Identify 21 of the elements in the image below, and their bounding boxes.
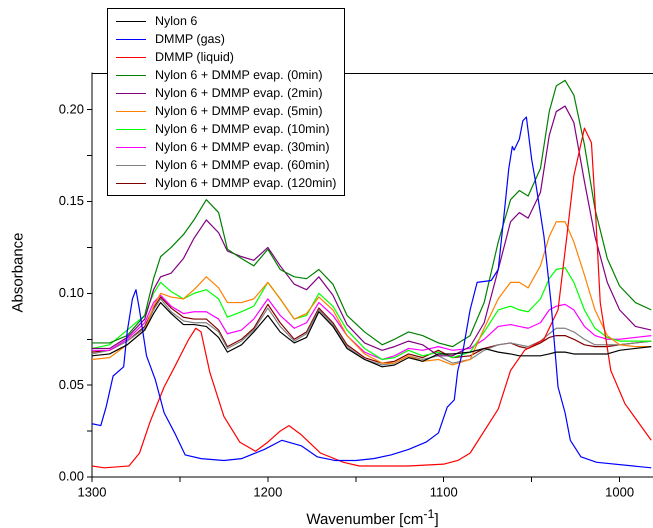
- x-tick-label: 1200: [253, 484, 282, 500]
- x-axis-title: Wavenumber [cm$^{-1}$]: [305, 507, 440, 528]
- y-tick-label: 0.00: [58, 468, 84, 484]
- y-tick-label: 0.15: [58, 193, 84, 208]
- y-tick-label: 0.20: [58, 101, 84, 116]
- y-tick-label: 0.10: [58, 284, 84, 300]
- legend-label: Nylon 6 + DMMP evap. (60min): [155, 157, 330, 174]
- legend-label: Nylon 6 + DMMP evap. (120min): [155, 175, 336, 192]
- legend-label: Nylon 6: [155, 13, 198, 30]
- legend-label: DMMP (liquid): [155, 49, 234, 66]
- legend-label: Nylon 6 + DMMP evap. (10min): [155, 121, 330, 138]
- legend-label: Nylon 6 + DMMP evap. (0min): [155, 67, 323, 84]
- x-tick-label: 1000: [605, 484, 634, 500]
- legend-label: Nylon 6 + DMMP evap. (30min): [155, 139, 330, 156]
- x-tick-label: 1300: [78, 484, 106, 500]
- legend-label: DMMP (gas): [155, 31, 225, 48]
- legend-label: Nylon 6 + DMMP evap. (5min): [155, 103, 323, 120]
- x-tick-label: 1100: [430, 484, 458, 500]
- legend-label: Nylon 6 + DMMP evap. (2min): [155, 85, 323, 102]
- y-axis-title: Absorbance: [10, 231, 26, 315]
- y-tick-label: 0.05: [58, 376, 84, 392]
